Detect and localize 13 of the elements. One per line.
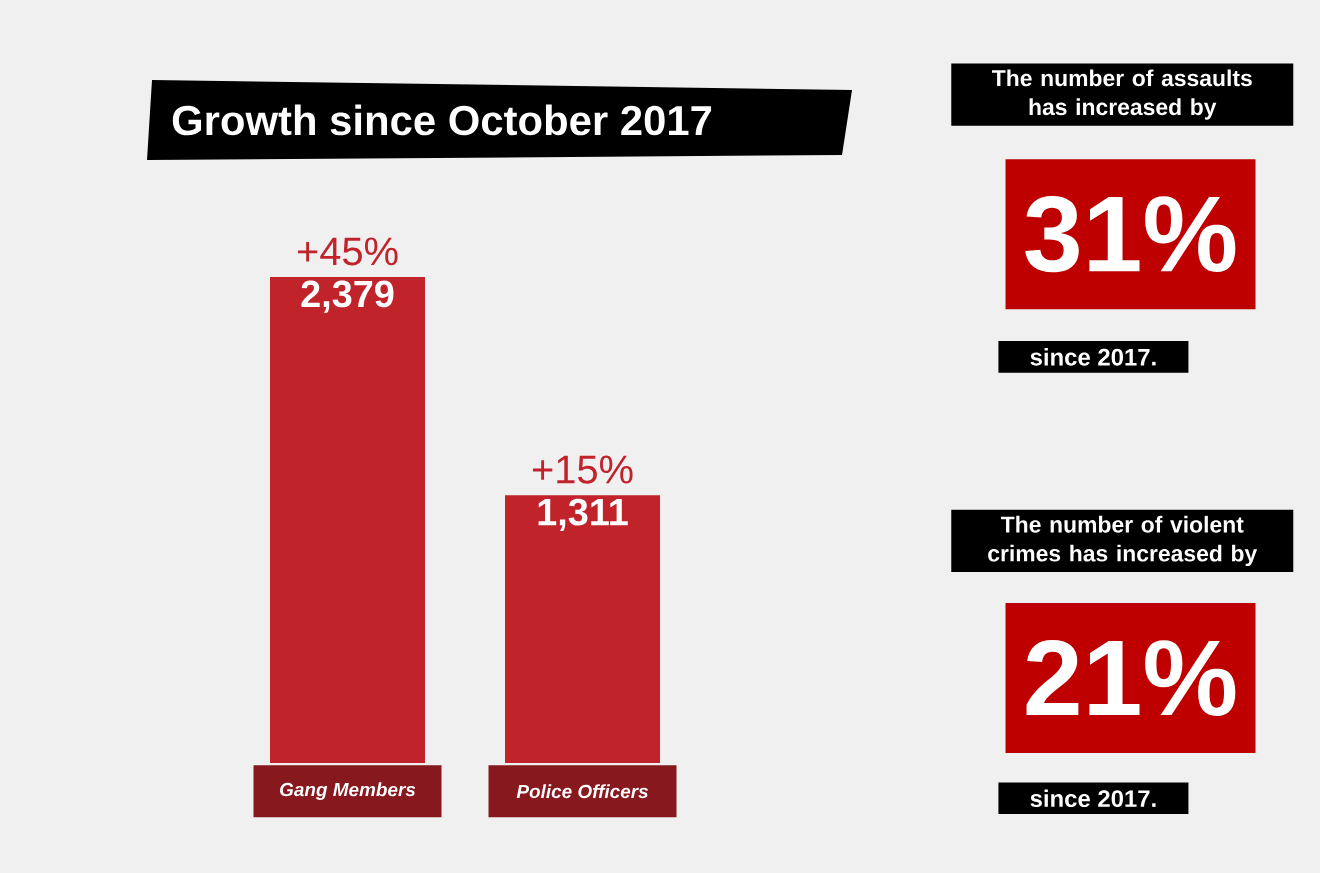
text: 31% bbox=[1025, 196, 1236, 273]
text: The number of violent crimes has increased by bbox=[988, 515, 1258, 567]
annotation: +45% bbox=[297, 237, 398, 266]
data-label: 1,311 bbox=[538, 498, 628, 531]
x-tick-label: Gang Members bbox=[280, 782, 416, 801]
annotation: +15% bbox=[532, 455, 633, 484]
x-tick-label: Police Officers bbox=[516, 784, 648, 799]
text: The number of assaults has increased by bbox=[992, 69, 1252, 120]
text: 21% bbox=[1026, 639, 1236, 716]
text: since 2017. bbox=[1030, 348, 1156, 366]
data-label: 2,379 bbox=[301, 280, 394, 313]
chart-title: Growth since October 2017 bbox=[172, 104, 712, 136]
text: since 2017. bbox=[1030, 789, 1156, 808]
